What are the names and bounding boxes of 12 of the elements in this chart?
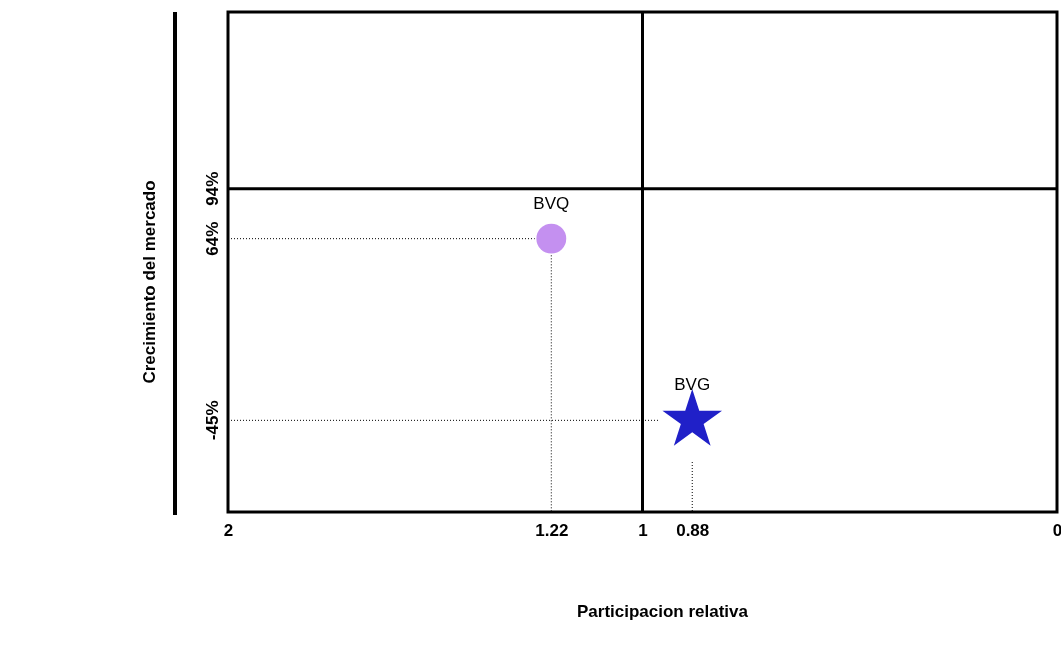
x-tick-label: 0 (1052, 521, 1061, 541)
x-tick-label: 1.22 (535, 521, 569, 541)
x-axis-title: Participacion relativa (576, 602, 749, 621)
y-tick-label: 94% (203, 171, 222, 206)
x-tick-label: 2 (223, 521, 234, 541)
y-tick-label: 64% (203, 221, 222, 256)
series-label: BVG (674, 375, 711, 395)
series-label: BVQ (533, 193, 570, 213)
x-tick-label: 1 (638, 521, 648, 541)
y-axis-title: Crecimiento del mercado (140, 180, 159, 384)
y-tick-label: -45% (203, 400, 222, 441)
x-tick-label: 0.88 (676, 521, 710, 541)
